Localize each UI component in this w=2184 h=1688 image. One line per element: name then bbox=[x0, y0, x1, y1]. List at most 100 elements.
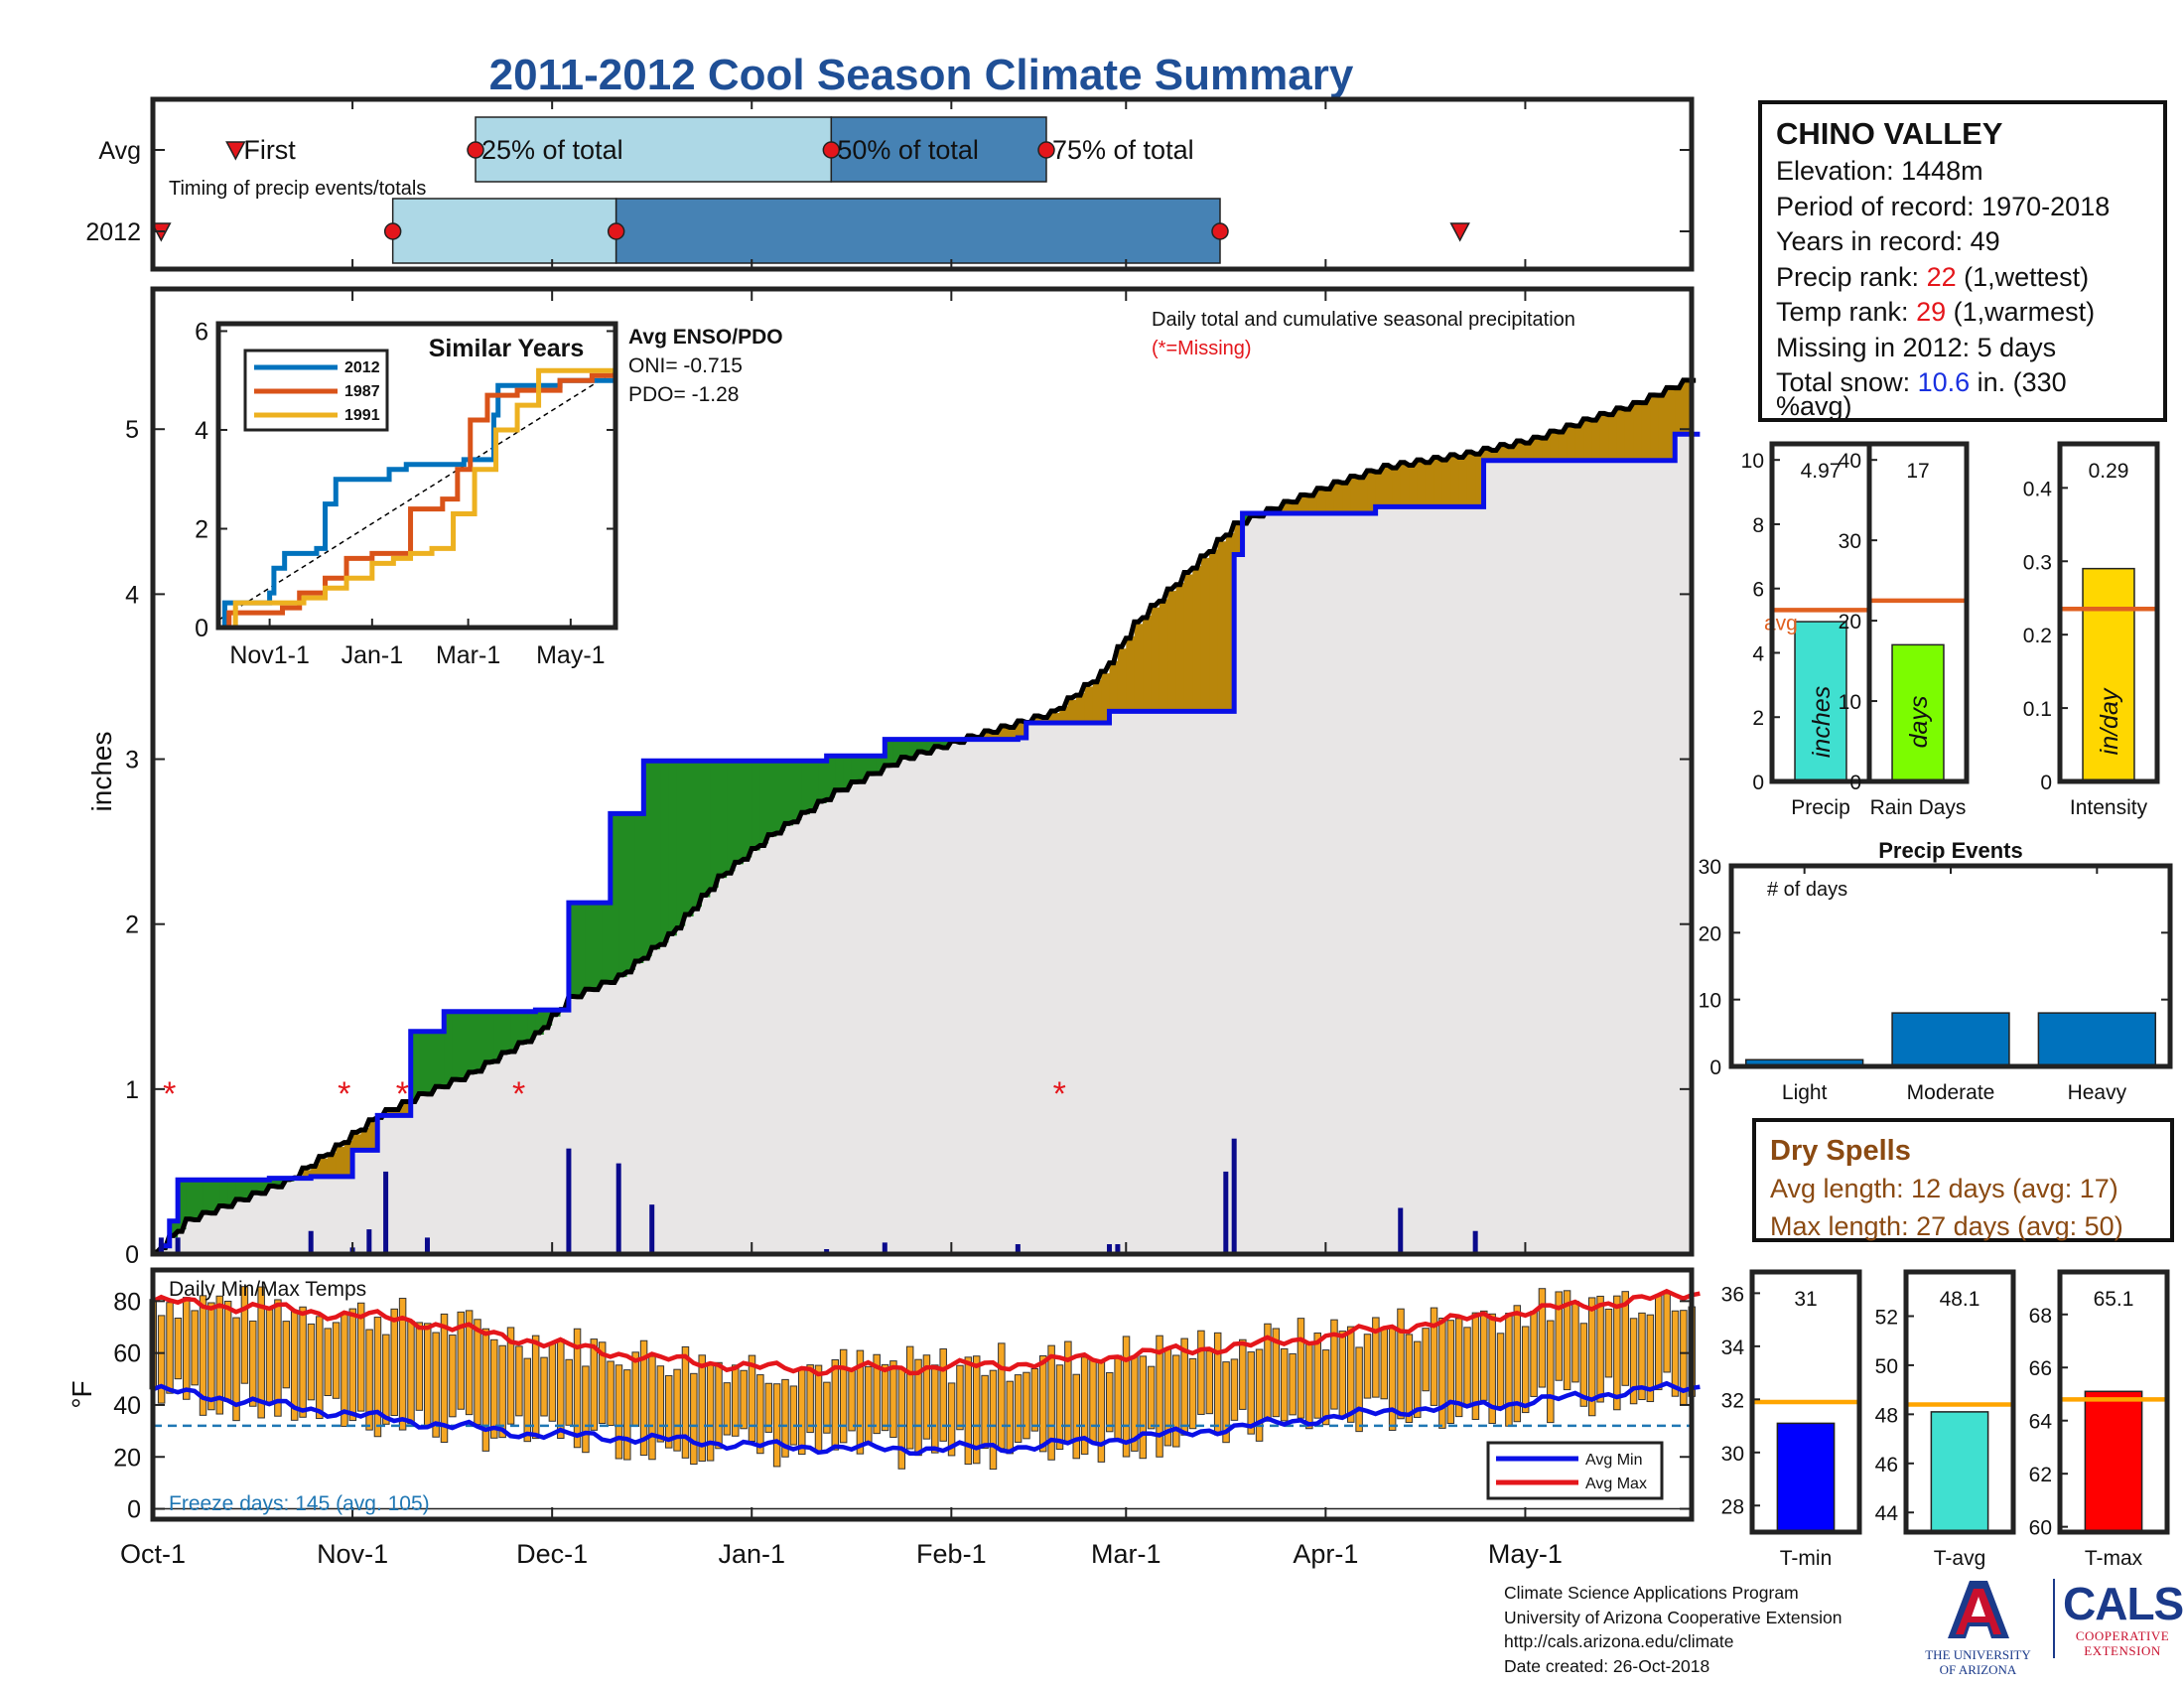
daily-temp-bar bbox=[481, 1328, 490, 1452]
y-tick-label: 3 bbox=[125, 747, 139, 774]
gray-fill-day bbox=[277, 1185, 287, 1254]
precip-rank-note: (1,wettest) bbox=[1956, 261, 2090, 292]
below-average-fill bbox=[1392, 466, 1402, 507]
above-average-fill bbox=[485, 1011, 495, 1064]
temp-plot-frame bbox=[150, 1267, 1695, 1522]
below-average-fill bbox=[1475, 452, 1485, 507]
below-average-fill bbox=[1067, 699, 1077, 723]
daily-temp-bar bbox=[498, 1344, 506, 1439]
precip-events-frame bbox=[1728, 863, 2173, 1069]
daily-temp-bar bbox=[573, 1328, 582, 1449]
dry-spells-max: Max length: 27 days (avg: 50) bbox=[1770, 1211, 2123, 1241]
avg-25-50-box bbox=[475, 116, 833, 183]
footer-line-4: Date created: 26-Oct-2018 bbox=[1504, 1655, 1710, 1676]
daily-temp-bar bbox=[183, 1297, 191, 1400]
daily-precip-bar bbox=[1107, 1244, 1113, 1254]
below-average-fill bbox=[1458, 455, 1468, 507]
above-average-fill bbox=[818, 761, 828, 803]
above-average-fill bbox=[710, 761, 720, 888]
precip-rank-label: Precip rank: bbox=[1776, 261, 1927, 292]
precip-events-annotation: # of days bbox=[1767, 879, 1847, 901]
above-average-fill bbox=[693, 761, 703, 908]
daily-temp-bar bbox=[1197, 1330, 1205, 1415]
below-average-fill bbox=[1175, 582, 1185, 712]
above-average-fill bbox=[178, 1180, 188, 1230]
below-average-fill bbox=[1583, 420, 1593, 461]
daily-temp-bar bbox=[981, 1374, 989, 1450]
daily-temp-bar bbox=[607, 1360, 614, 1426]
gray-fill-day bbox=[410, 1099, 420, 1254]
above-average-fill bbox=[942, 739, 952, 747]
cals-line-2: EXTENSION bbox=[2084, 1643, 2161, 1658]
above-average-fill bbox=[917, 739, 927, 755]
above-average-fill bbox=[784, 761, 794, 826]
gray-fill-day bbox=[1433, 506, 1443, 1254]
gray-fill-day bbox=[1092, 722, 1102, 1254]
gray-fill-day bbox=[377, 1115, 387, 1254]
daily-temp-bar bbox=[257, 1286, 265, 1419]
daily-temp-bar bbox=[240, 1286, 249, 1384]
missing-days: Missing in 2012: 5 days bbox=[1776, 332, 2057, 362]
inset-frame bbox=[215, 321, 618, 631]
above-average-fill bbox=[602, 903, 612, 985]
below-average-fill bbox=[368, 1121, 378, 1151]
gray-fill-day bbox=[1367, 512, 1377, 1254]
gray-fill-day bbox=[1358, 512, 1368, 1254]
daily-temp-bar bbox=[1247, 1351, 1255, 1435]
daily-temp-bar bbox=[506, 1327, 515, 1425]
temp-rank-label: Temp rank: bbox=[1776, 297, 1917, 327]
below-average-fill bbox=[1001, 727, 1011, 740]
daily-temp-bar bbox=[698, 1354, 706, 1462]
above-average-fill bbox=[469, 1011, 478, 1074]
precip-events-bar bbox=[2037, 1012, 2157, 1067]
gray-fill-day bbox=[776, 831, 786, 1254]
daily-temp-bar bbox=[1521, 1326, 1530, 1414]
above-average-fill bbox=[527, 1011, 537, 1040]
daily-temp-bar bbox=[1047, 1344, 1055, 1461]
above-average-fill bbox=[535, 1010, 545, 1036]
gray-fill-day bbox=[934, 748, 944, 1254]
daily-temp-bar bbox=[897, 1368, 906, 1470]
gray-fill-day bbox=[319, 1176, 329, 1254]
below-average-fill bbox=[1616, 409, 1626, 461]
daily-temp-bar bbox=[972, 1355, 981, 1465]
tmax-value-label: 65.1 bbox=[2094, 1288, 2134, 1311]
daily-temp-bar bbox=[723, 1382, 732, 1436]
gray-fill-day bbox=[993, 739, 1003, 1254]
legend-avg-min-label: Avg Min bbox=[1585, 1452, 1643, 1469]
gray-fill-day bbox=[1126, 711, 1136, 1254]
daily-temp-bar bbox=[457, 1311, 465, 1410]
daily-temp-bar bbox=[207, 1302, 215, 1411]
ua-line-2: OF ARIZONA bbox=[1939, 1662, 2017, 1677]
gray-fill-day bbox=[1267, 512, 1277, 1254]
tmin-bar bbox=[1776, 1422, 1836, 1533]
gray-fill-day bbox=[343, 1176, 353, 1254]
daily-temp-bar bbox=[706, 1364, 715, 1462]
rain_days-frame bbox=[1866, 441, 1970, 784]
gray-fill-day bbox=[1650, 460, 1660, 1254]
gray-fill-day bbox=[1242, 521, 1252, 1254]
temp-chart-title: Daily Min/Max Temps bbox=[169, 1278, 366, 1301]
gray-fill-day bbox=[959, 740, 969, 1254]
gray-fill-day bbox=[876, 772, 886, 1254]
arizona-a-icon bbox=[1947, 1581, 2009, 1638]
y2012-75-marker bbox=[1211, 222, 1229, 240]
inset-title: Similar Years bbox=[429, 335, 585, 362]
daily-temp-bar bbox=[740, 1369, 748, 1430]
tmin-y-tick-label: 28 bbox=[1721, 1495, 1744, 1518]
above-average-fill bbox=[735, 761, 745, 865]
daily-temp-bar bbox=[332, 1322, 341, 1399]
y2012-50-marker bbox=[607, 222, 625, 240]
inset-x-tick-label: Jan-1 bbox=[341, 641, 404, 669]
below-average-fill bbox=[1483, 450, 1493, 461]
station-period: Period of record: 1970-2018 bbox=[1776, 191, 2111, 221]
gray-fill-day bbox=[244, 1197, 254, 1254]
gray-fill-day bbox=[194, 1217, 204, 1254]
main-plot-frame bbox=[150, 286, 1695, 1257]
gray-fill-day bbox=[452, 1081, 462, 1254]
enso-title: Avg ENSO/PDO bbox=[628, 326, 783, 349]
intensity-bar bbox=[2082, 567, 2135, 782]
x-tick-label: Oct-1 bbox=[120, 1539, 186, 1569]
inset-series-1991 bbox=[218, 367, 615, 631]
gray-fill-day bbox=[1441, 506, 1451, 1254]
